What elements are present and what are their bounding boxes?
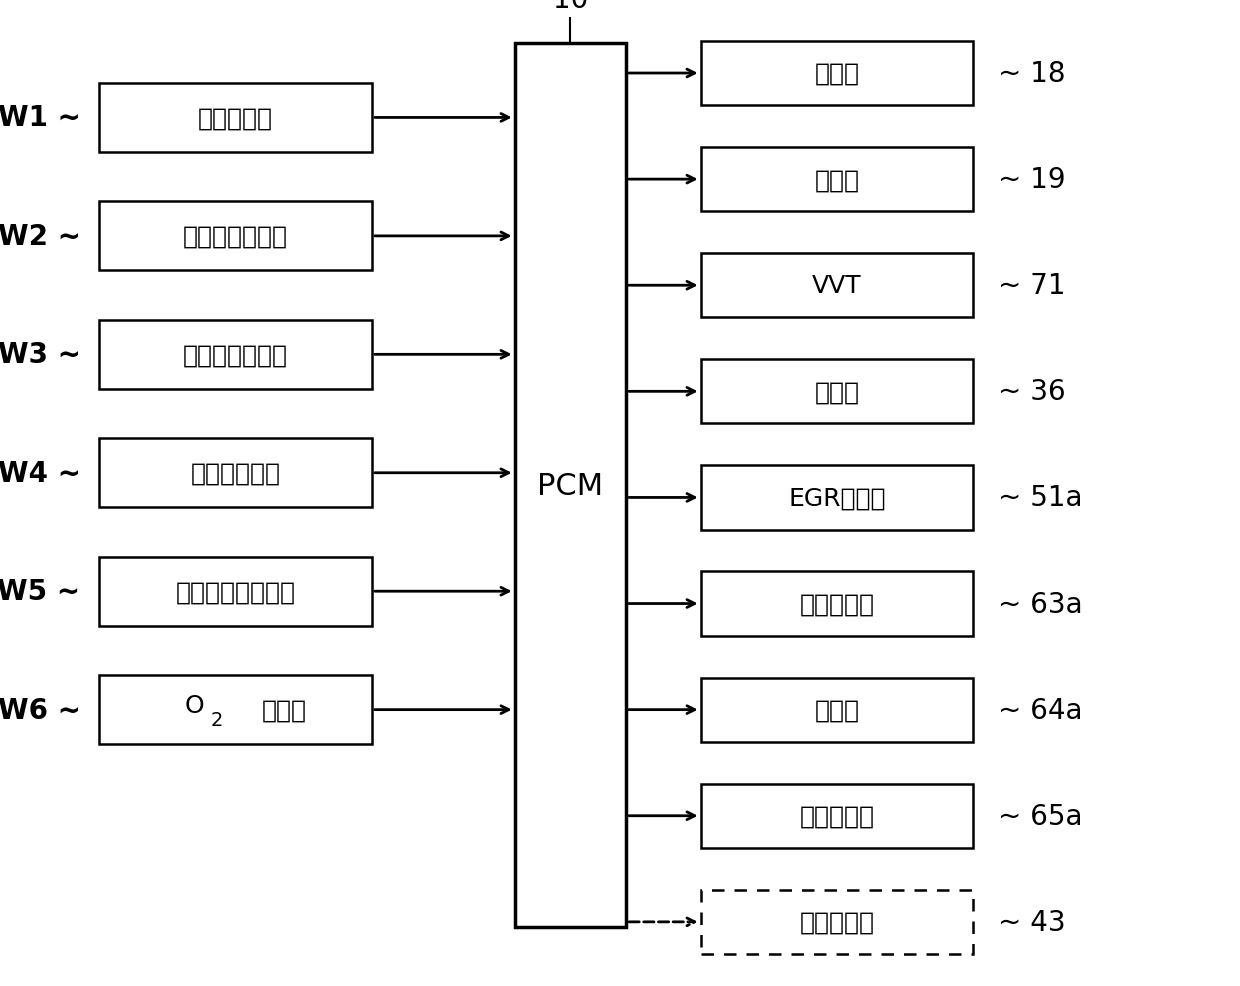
Text: 调节阀: 调节阀 <box>815 698 859 722</box>
Text: SW5 ~: SW5 ~ <box>0 578 81 605</box>
Text: 加速器开度传感器: 加速器开度传感器 <box>176 580 295 603</box>
Bar <box>701 148 973 212</box>
Bar <box>99 202 372 271</box>
Text: 节流阀: 节流阀 <box>815 380 859 404</box>
Bar <box>701 360 973 424</box>
Bar <box>99 439 372 508</box>
Text: 排气关闭阀: 排气关闭阀 <box>800 910 874 934</box>
Text: ~ 19: ~ 19 <box>998 166 1066 194</box>
Text: PCM: PCM <box>537 471 604 500</box>
Text: SW1 ~: SW1 ~ <box>0 105 81 132</box>
Bar <box>701 254 973 318</box>
Text: ~ 36: ~ 36 <box>998 378 1066 406</box>
Text: 进气温度传感器: 进气温度传感器 <box>184 343 288 367</box>
Text: 进气旁通阀: 进气旁通阀 <box>800 592 874 616</box>
Text: 增压压力传感器: 增压压力传感器 <box>184 225 288 248</box>
Text: ~ 65a: ~ 65a <box>998 802 1083 830</box>
Text: 10: 10 <box>553 0 588 14</box>
Text: 2: 2 <box>211 710 223 730</box>
Text: 水温传感器: 水温传感器 <box>198 106 273 130</box>
Text: ~ 63a: ~ 63a <box>998 590 1083 618</box>
Text: SW2 ~: SW2 ~ <box>0 223 81 250</box>
Text: VVT: VVT <box>812 274 862 298</box>
Text: ~ 43: ~ 43 <box>998 908 1066 936</box>
Bar <box>701 465 973 530</box>
Text: ~ 64a: ~ 64a <box>998 696 1083 724</box>
Text: SW4 ~: SW4 ~ <box>0 459 81 487</box>
Bar <box>701 42 973 106</box>
Text: SW6 ~: SW6 ~ <box>0 696 81 724</box>
Bar <box>99 320 372 389</box>
Text: SW3 ~: SW3 ~ <box>0 341 81 369</box>
Bar <box>701 572 973 636</box>
Bar <box>99 557 372 626</box>
Bar <box>701 678 973 741</box>
Text: 传感器: 传感器 <box>262 698 308 722</box>
Text: 废气旁通阀: 废气旁通阀 <box>800 804 874 828</box>
Bar <box>99 675 372 744</box>
Text: ~ 51a: ~ 51a <box>998 484 1083 512</box>
Text: ~ 71: ~ 71 <box>998 272 1065 300</box>
Bar <box>99 84 372 153</box>
Text: 电热塞: 电热塞 <box>815 168 859 192</box>
Bar <box>515 44 626 927</box>
Text: 曲柄角传感器: 曲柄角传感器 <box>191 461 280 485</box>
Text: O: O <box>185 693 205 717</box>
Bar <box>701 890 973 954</box>
Bar <box>701 784 973 848</box>
Text: ~ 18: ~ 18 <box>998 60 1065 88</box>
Text: EGR控制阀: EGR控制阀 <box>789 486 885 510</box>
Text: 喷射器: 喷射器 <box>815 62 859 86</box>
